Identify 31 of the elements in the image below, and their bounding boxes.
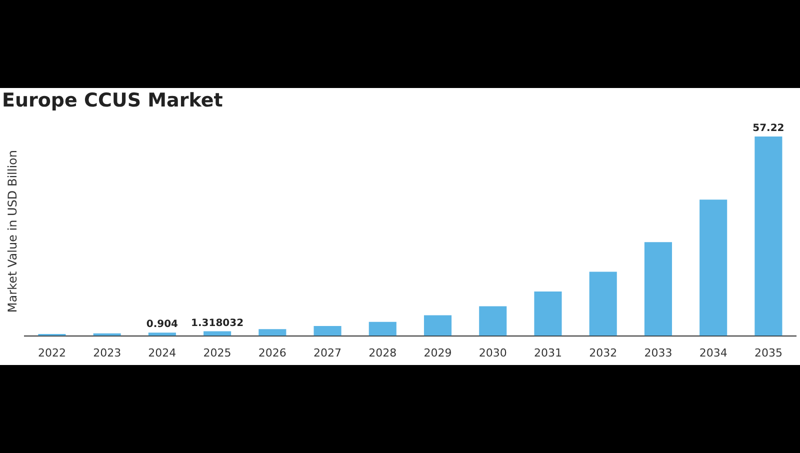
bar <box>700 200 728 336</box>
bar <box>589 272 617 336</box>
x-tick-label: 2030 <box>478 346 507 360</box>
bar <box>258 329 286 336</box>
x-tick-label: 2033 <box>644 346 672 360</box>
y-axis-title: Market Value in USD Billion <box>5 150 20 313</box>
bar <box>534 292 562 336</box>
bar <box>424 315 452 336</box>
bar <box>644 242 672 336</box>
data-label: 57.22 <box>752 123 784 134</box>
data-label: 1.318032 <box>191 318 244 329</box>
x-tick-label: 2032 <box>589 346 618 360</box>
x-tick-label: 2027 <box>314 346 342 360</box>
x-tick-label: 2022 <box>38 346 66 360</box>
chart-title: Europe CCUS Market <box>2 89 223 112</box>
x-tick-label: 2023 <box>93 346 122 360</box>
bar <box>204 331 232 336</box>
bar <box>754 136 782 336</box>
bar <box>368 322 396 336</box>
bar <box>479 306 507 336</box>
x-tick-label: 2035 <box>754 346 782 360</box>
bar <box>148 332 176 336</box>
bar <box>314 326 342 336</box>
data-label: 0.904 <box>146 319 178 330</box>
x-tick-label: 2029 <box>424 346 452 360</box>
x-tick-label: 2034 <box>699 346 728 360</box>
x-tick-label: 2028 <box>368 346 397 360</box>
x-tick-label: 2025 <box>203 346 232 360</box>
x-tick-label: 2024 <box>148 346 176 360</box>
x-tick-label: 2026 <box>258 346 286 360</box>
x-tick-label: 2031 <box>534 346 562 360</box>
